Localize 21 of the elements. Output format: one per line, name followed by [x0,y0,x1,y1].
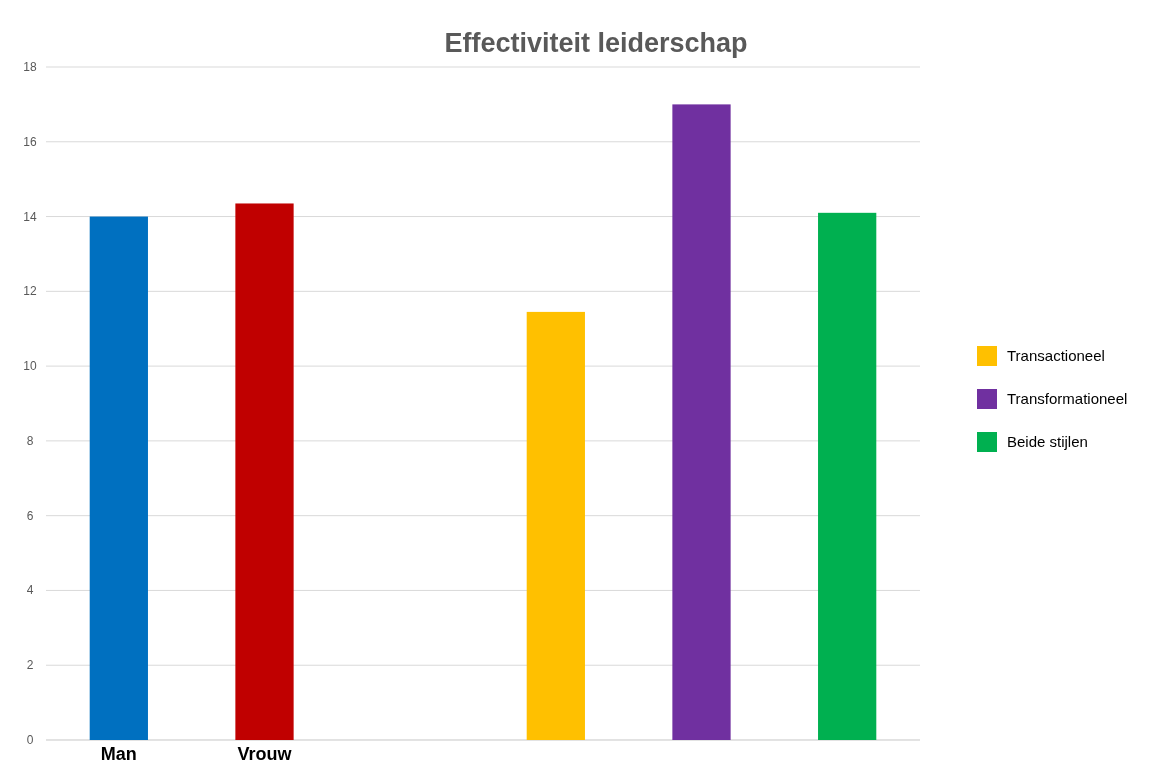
legend-label: Transactioneel [1007,347,1105,364]
y-tick-label: 0 [26,733,34,747]
y-tick-label: 2 [26,658,34,673]
y-tick-label: 10 [23,359,37,374]
y-tick-label: 8 [26,433,34,448]
legend-label: Beide stijlen [1007,433,1088,450]
x-tick-label: Vrouw [237,744,293,764]
bar [818,212,877,740]
bar [526,311,585,740]
legend-label: Transformationeel [1007,390,1128,407]
bar [89,216,148,740]
y-tick-label: 18 [23,60,37,74]
y-tick-label: 12 [23,284,37,299]
bar [672,104,731,740]
y-tick-label: 16 [23,134,37,149]
bar [235,203,294,740]
x-tick-label: Man [100,744,137,764]
y-tick-label: 4 [26,583,34,598]
y-tick-label: 14 [23,209,37,224]
y-tick-label: 6 [26,508,34,523]
chart-title: Effectiviteit leiderschap [444,28,748,58]
